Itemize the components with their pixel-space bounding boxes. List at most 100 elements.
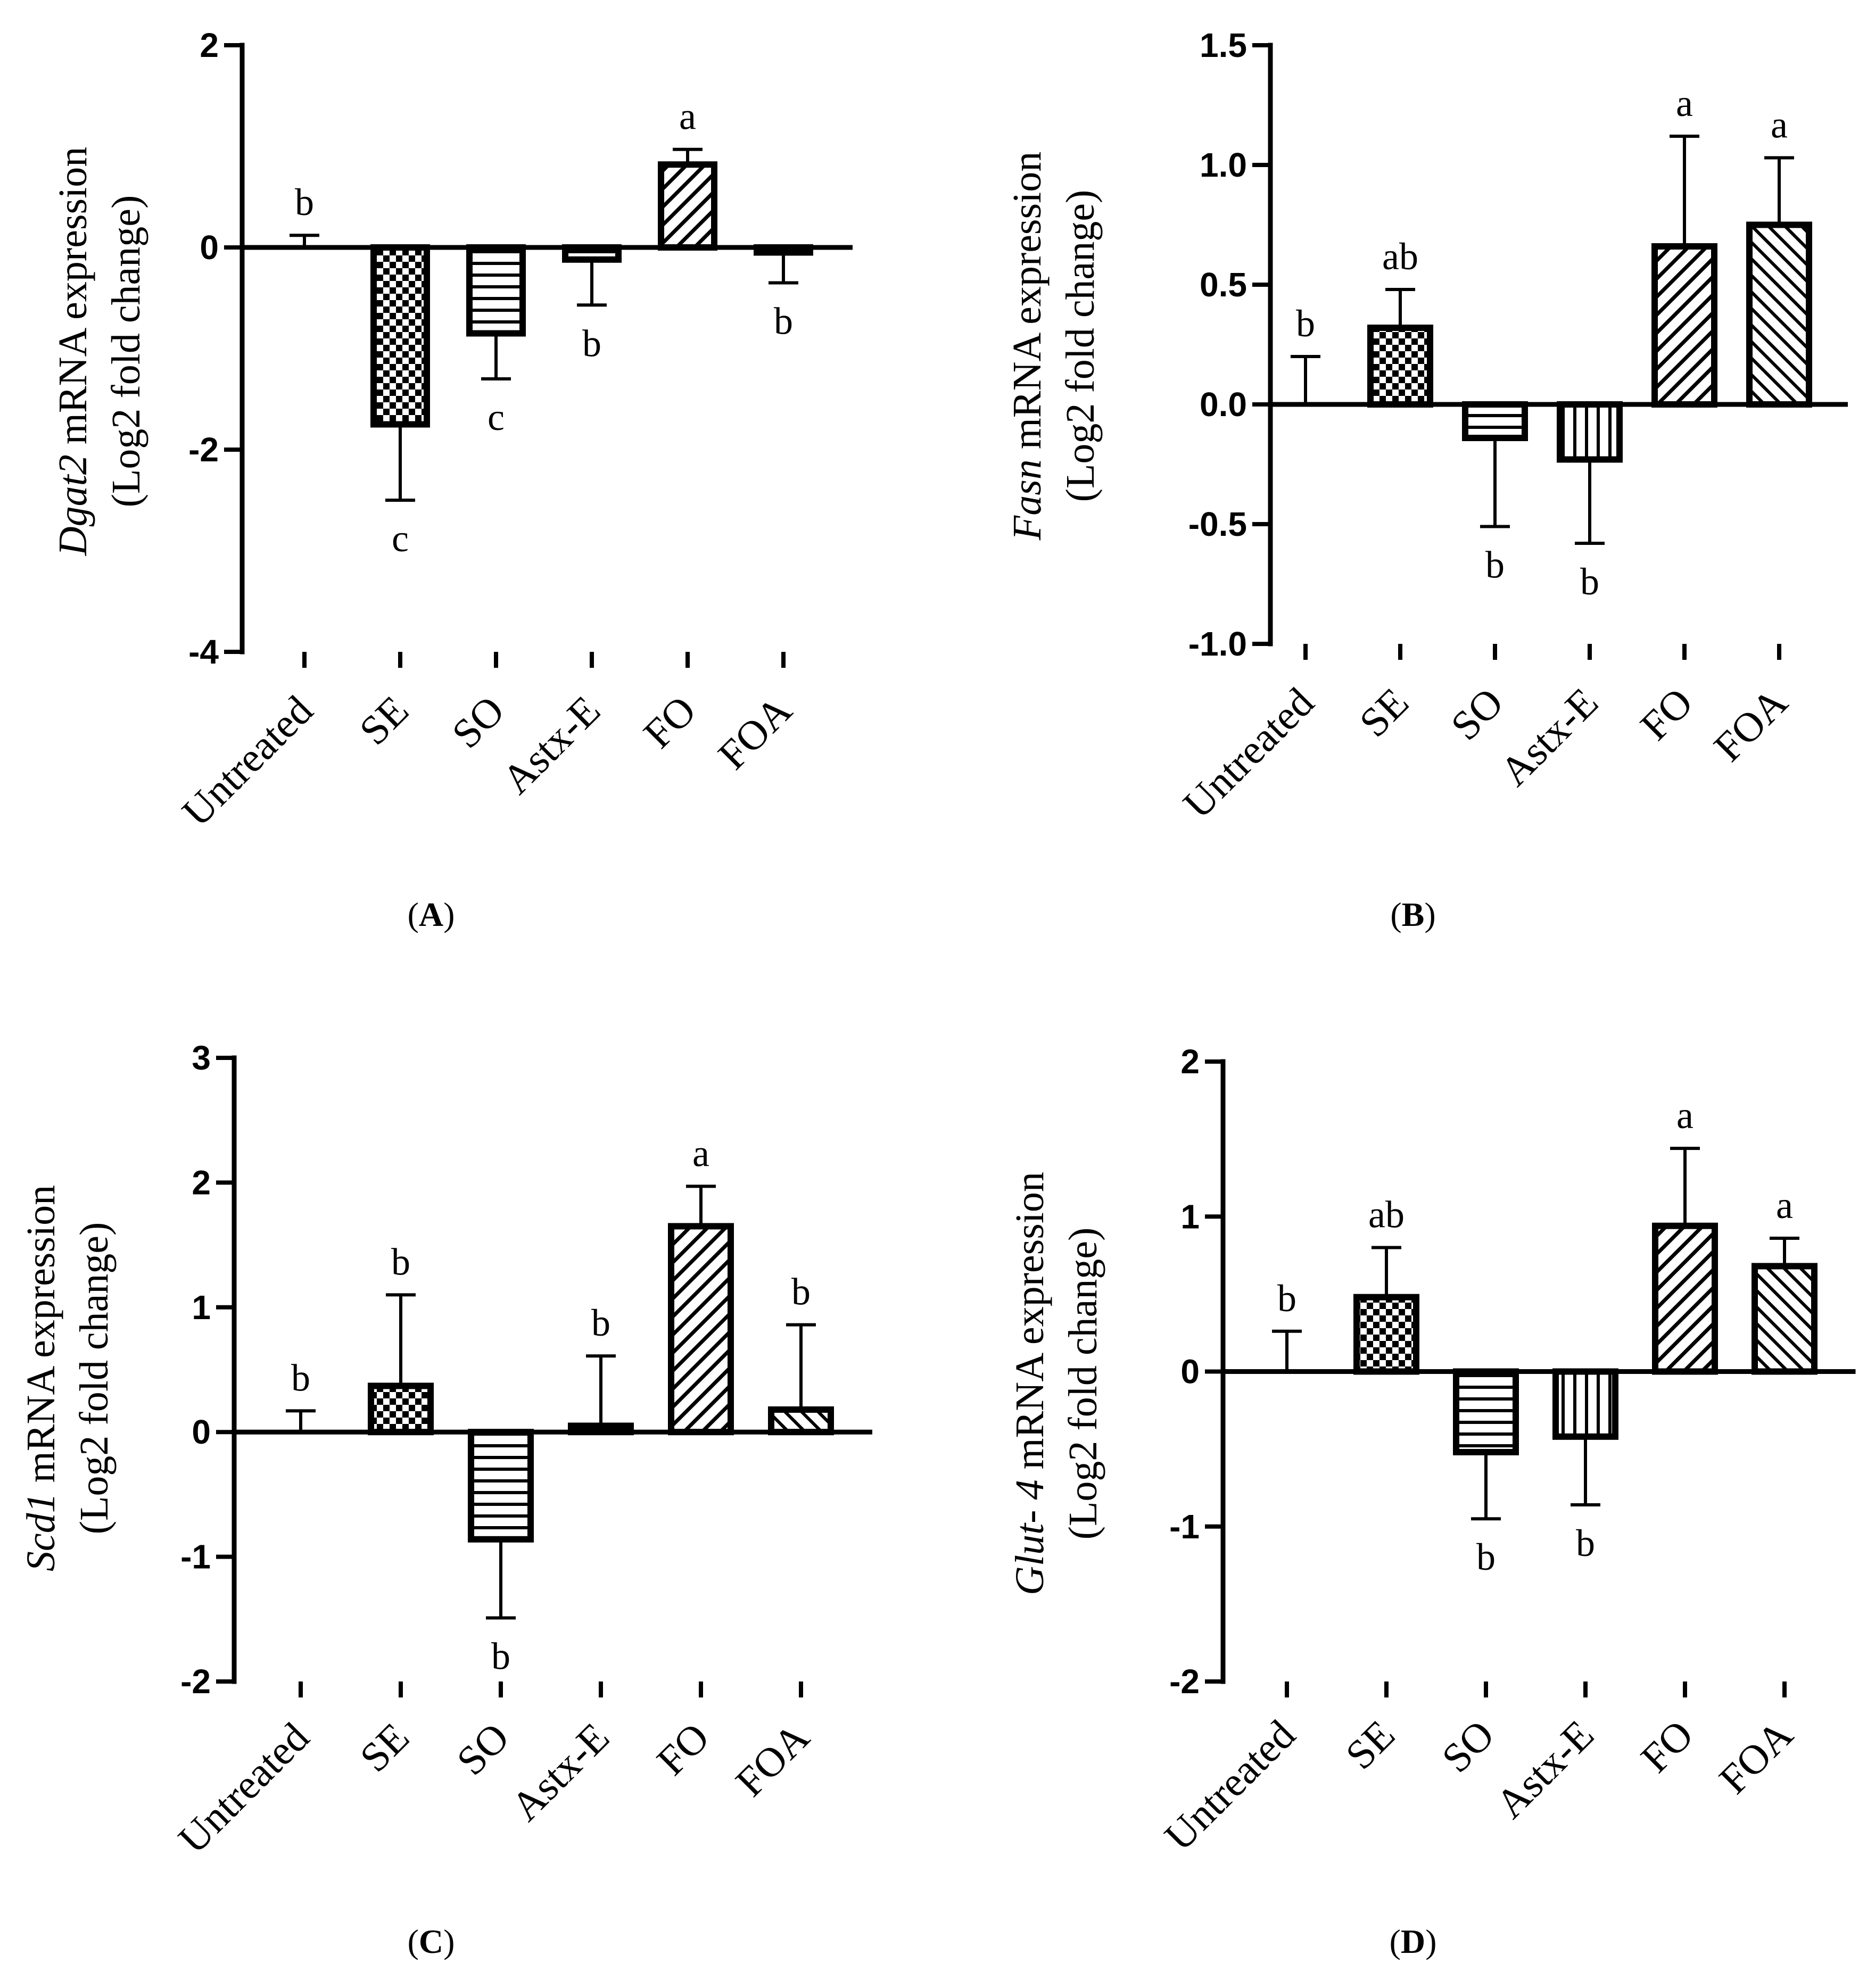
y-axis-subtitle-d: (Log2 fold change)	[1061, 1228, 1105, 1540]
x-category-label: Untreated	[173, 687, 321, 835]
significance-label: b	[1476, 1536, 1496, 1578]
significance-label: a	[692, 1132, 709, 1174]
x-category-label: Astx-E	[1491, 679, 1607, 795]
y-axis-label-c: Scd1 mRNA expression	[19, 1185, 63, 1571]
y-axis-subtitle-b: (Log2 fold change)	[1058, 190, 1103, 502]
significance-label: b	[491, 1635, 510, 1677]
x-category-label: SE	[351, 1714, 418, 1781]
x-category-label: FOA	[1710, 1711, 1802, 1803]
significance-label: a	[1771, 104, 1788, 146]
y-axis-subtitle-a: (Log2 fold change)	[104, 195, 148, 508]
significance-label: b	[582, 322, 601, 365]
bar	[466, 244, 526, 337]
y-tick-label-d: 0	[1180, 1353, 1200, 1391]
x-category-label: FOA	[1705, 679, 1796, 771]
bar	[1652, 1222, 1718, 1375]
bar	[658, 161, 717, 251]
significance-label: a	[1676, 1094, 1693, 1137]
x-category-label: FO	[634, 687, 705, 757]
y-tick-label-d: 1	[1180, 1197, 1200, 1236]
significance-label: b	[291, 1356, 310, 1399]
x-category-label: FO	[1632, 1711, 1702, 1782]
y-tick-label-d: -1	[1169, 1507, 1200, 1546]
significance-label: c	[488, 396, 505, 438]
significance-label: b	[791, 1271, 811, 1313]
x-category-label: FO	[1631, 679, 1701, 749]
y-tick-label-a: -2	[188, 430, 219, 469]
y-tick-label-d: -2	[1169, 1662, 1200, 1701]
panel-label-a: (A)	[408, 896, 455, 933]
bar	[1353, 1294, 1419, 1375]
y-tick-label-c: 1	[192, 1288, 211, 1327]
bar	[1746, 221, 1812, 408]
y-tick-label-b: 0.0	[1200, 385, 1247, 424]
x-category-label: SO	[443, 687, 513, 757]
significance-label: b	[1580, 560, 1599, 603]
panel-b: -1.0 -0.5 0.0 0.5 1.0 1.5 b Untreated ab SE b SO b As…	[1174, 26, 1848, 827]
panel-a-labels: (A) Dgat2 mRNA expression (Log2 fold cha…	[51, 147, 455, 933]
bar	[1557, 401, 1623, 463]
x-category-label: SO	[1442, 679, 1512, 749]
y-axis-label-b: Fasn mRNA expression	[1005, 152, 1050, 541]
x-category-label: Astx-E	[1486, 1711, 1602, 1827]
bar	[1462, 401, 1528, 441]
y-tick-label-c: -2	[180, 1662, 211, 1701]
bar	[370, 244, 430, 428]
x-category-label: SE	[1350, 679, 1417, 746]
y-tick-label-d: 2	[1180, 1042, 1200, 1081]
bar	[768, 1406, 834, 1436]
panel-c: -2 -1 0 1 2 3 b Untreated b SE b SO b Astx-E a FO b FOA	[169, 1039, 872, 1862]
bar	[754, 244, 813, 256]
significance-label: a	[1776, 1184, 1793, 1227]
y-tick-label-b: -0.5	[1188, 505, 1247, 543]
x-category-label: SO	[448, 1714, 518, 1784]
bar	[1367, 325, 1433, 408]
significance-label: b	[295, 181, 314, 223]
significance-label: ab	[1368, 1194, 1405, 1236]
significance-label: a	[679, 95, 696, 138]
significance-label: b	[1485, 544, 1505, 586]
bar	[1453, 1368, 1519, 1455]
bar	[668, 1223, 734, 1436]
significance-label: a	[1676, 82, 1693, 125]
y-tick-label-a: 2	[200, 26, 219, 64]
panel-d-labels: (D) Glut- 4 mRNA expression (Log2 fold c…	[1007, 1172, 1436, 1960]
y-tick-label-b: -1.0	[1188, 625, 1247, 663]
x-category-label: SE	[350, 687, 417, 754]
significance-label: b	[1576, 1522, 1595, 1564]
x-category-label: Astx-E	[502, 1714, 618, 1830]
significance-label: ab	[1382, 235, 1418, 278]
panel-c-labels: (C) Scd1 mRNA expression (Log2 fold chan…	[19, 1185, 455, 1960]
bar	[568, 1422, 634, 1436]
y-axis-subtitle-c: (Log2 fold change)	[72, 1222, 117, 1535]
significance-label: c	[392, 517, 409, 560]
significance-label: b	[774, 300, 793, 343]
y-axis-label-d: Glut- 4 mRNA expression	[1007, 1172, 1052, 1595]
x-category-label: SE	[1336, 1711, 1403, 1778]
y-tick-label-c: 2	[192, 1163, 211, 1202]
bar	[1752, 1263, 1818, 1375]
y-tick-label-a: -4	[188, 633, 219, 671]
y-tick-label-a: 0	[200, 228, 219, 267]
panel-d: -2 -1 0 1 2 b Untreated ab SE b SO b Astx-E a FO a FOA	[1155, 1042, 1856, 1859]
y-tick-label-b: 1.5	[1200, 26, 1247, 64]
bar	[1651, 243, 1717, 408]
x-category-label: Untreated	[1174, 679, 1323, 827]
panel-label-d: (D)	[1390, 1923, 1437, 1960]
bar	[468, 1429, 534, 1543]
bar	[1552, 1368, 1618, 1440]
x-category-label: FO	[648, 1714, 718, 1784]
significance-label: b	[1277, 1277, 1296, 1320]
x-category-label: Untreated	[169, 1714, 318, 1862]
y-tick-label-c: -1	[180, 1538, 211, 1576]
y-tick-label-c: 0	[192, 1413, 211, 1451]
significance-label: b	[391, 1240, 410, 1283]
y-tick-label-b: 0.5	[1200, 266, 1247, 304]
y-axis-label-a: Dgat2 mRNA expression	[51, 147, 95, 556]
x-category-label: FOA	[709, 687, 800, 778]
x-category-label: FOA	[726, 1714, 818, 1805]
significance-label: b	[1296, 302, 1315, 345]
panel-b-labels: (B) Fasn mRNA expression (Log2 fold chan…	[1005, 152, 1436, 933]
panel-a: -4 -2 0 2 b Untreated c SE c SO b Astx-E a FO b FOA	[173, 26, 853, 835]
